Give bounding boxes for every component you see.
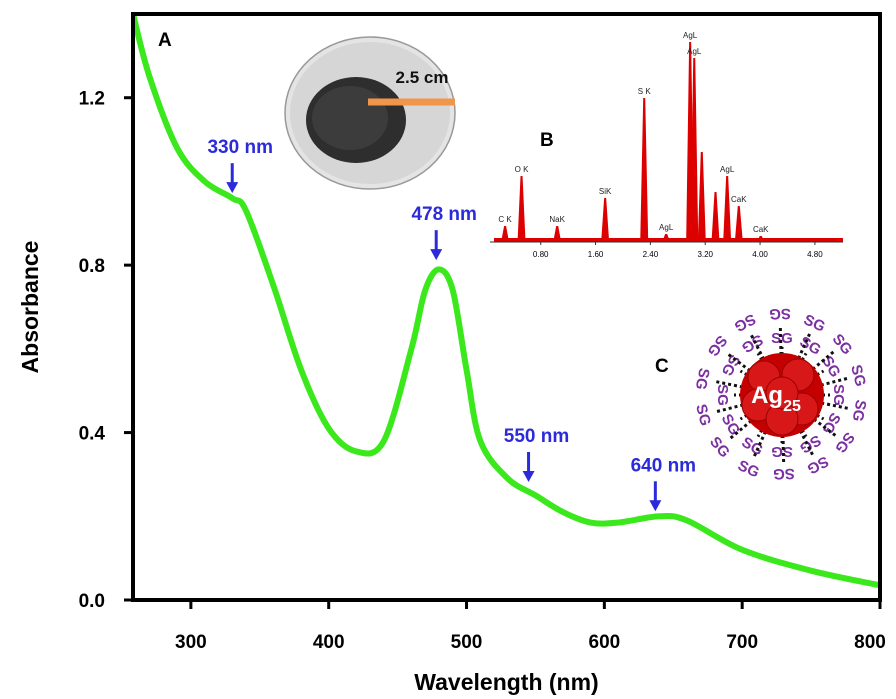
ligand-label: SG <box>848 398 869 423</box>
x-tick-label: 1.60 <box>588 250 604 259</box>
powder-center <box>312 86 388 150</box>
bond <box>812 417 839 439</box>
peak <box>734 206 743 242</box>
x-tick-label: 400 <box>313 632 345 653</box>
core-count: 25 <box>783 398 801 415</box>
x-tick-label: 800 <box>854 632 886 653</box>
x-tick-label: 0.80 <box>533 250 549 259</box>
bond <box>820 401 851 411</box>
ligand-label: SG <box>830 384 847 406</box>
bond <box>713 403 744 414</box>
peak <box>723 176 732 242</box>
ligand-label: SG <box>797 333 824 359</box>
ligand-label: SG <box>818 410 844 437</box>
peak <box>662 234 671 242</box>
ligand-label: SG <box>692 402 714 427</box>
bond <box>778 324 783 356</box>
x-tick-label: 2.40 <box>643 250 659 259</box>
peak <box>501 226 510 242</box>
ligand-label: SG <box>769 305 791 323</box>
x-tick-label: 3.20 <box>697 250 713 259</box>
ligand-label: SG <box>804 452 831 477</box>
ligand-label: SG <box>818 353 844 380</box>
x-tick-label: 4.00 <box>752 250 768 259</box>
ligand-label: SG <box>731 310 758 335</box>
ligand-label: SG <box>801 311 828 335</box>
peak-label: AgL <box>687 47 702 56</box>
absorbance-line <box>133 14 880 589</box>
bond <box>713 379 744 389</box>
x-tick-label: 500 <box>451 632 483 653</box>
y-tick-label: 0.0 <box>79 591 105 612</box>
annotation-label: 640 nm <box>631 455 696 476</box>
y-axis-title: Absorbance <box>17 241 43 374</box>
scale-label: 2.5 cm <box>396 68 449 87</box>
ligand-label: SG <box>718 411 744 438</box>
peak-label: CaK <box>731 195 747 204</box>
peak-label: S K <box>638 87 652 96</box>
bond <box>748 332 766 361</box>
peak-label: CaK <box>753 225 769 234</box>
peak-label: AgL <box>659 223 674 232</box>
bond <box>811 348 837 371</box>
core-element: Ag <box>751 382 783 409</box>
ligand-label: SG <box>735 457 762 481</box>
arrow-head <box>649 500 662 512</box>
peak <box>756 236 765 242</box>
ligand-label: SG <box>771 330 793 347</box>
x-axis-title: Wavelength (nm) <box>414 669 598 695</box>
annotation-label: 550 nm <box>504 426 569 447</box>
peak-label: NaK <box>549 215 565 224</box>
peak-label: O K <box>515 165 529 174</box>
bond <box>820 376 851 387</box>
annotation-label: 330 nm <box>207 137 272 158</box>
bond <box>727 419 753 442</box>
peak-label: SiK <box>599 187 612 196</box>
panel-label: A <box>158 30 172 51</box>
y-tick-label: 1.2 <box>79 89 105 110</box>
x-tick-label: 4.80 <box>807 250 823 259</box>
arrow-head <box>226 182 239 194</box>
peak <box>517 176 526 242</box>
peak-label: AgL <box>683 31 698 40</box>
panel-label: B <box>540 130 554 151</box>
bond <box>725 351 752 373</box>
bond <box>797 330 813 360</box>
x-tick-label: 300 <box>175 632 207 653</box>
peak <box>690 58 699 242</box>
plot-frame <box>131 12 882 602</box>
bond <box>781 434 786 466</box>
photo-inset: 2.5 cm <box>284 36 456 190</box>
peak-label: C K <box>498 215 512 224</box>
ligand-label: SG <box>692 366 713 391</box>
edx-inset: C K O K NaK SiK S K AgL AgL AgL AgL CaK CaK 0.80 1.6… <box>490 31 843 259</box>
peak <box>553 226 562 242</box>
annotation-label: 478 nm <box>411 204 476 225</box>
bond <box>798 429 816 458</box>
ligand-label: SG <box>847 363 869 388</box>
peak-label: AgL <box>720 165 735 174</box>
panel-label: C <box>655 356 669 377</box>
peak <box>711 192 720 242</box>
y-tick-label: 0.4 <box>79 424 106 445</box>
atom <box>765 376 799 410</box>
peak <box>640 98 649 242</box>
ligand-label: SG <box>714 384 731 406</box>
y-tick-label: 0.8 <box>79 256 105 277</box>
x-tick-label: 700 <box>726 632 758 653</box>
ligand-label: SG <box>773 465 795 483</box>
bond <box>751 430 767 460</box>
peak <box>601 198 610 242</box>
arrow-head <box>430 249 443 261</box>
x-tick-label: 600 <box>589 632 621 653</box>
main-chart: 0.0 0.4 0.8 1.2 300 400 500 600 700 800 Wavelength… <box>17 12 886 695</box>
arrow-head <box>522 470 535 482</box>
core-label: Ag25 <box>751 382 801 415</box>
ligand-label: SG <box>771 443 793 460</box>
peak <box>697 152 706 242</box>
